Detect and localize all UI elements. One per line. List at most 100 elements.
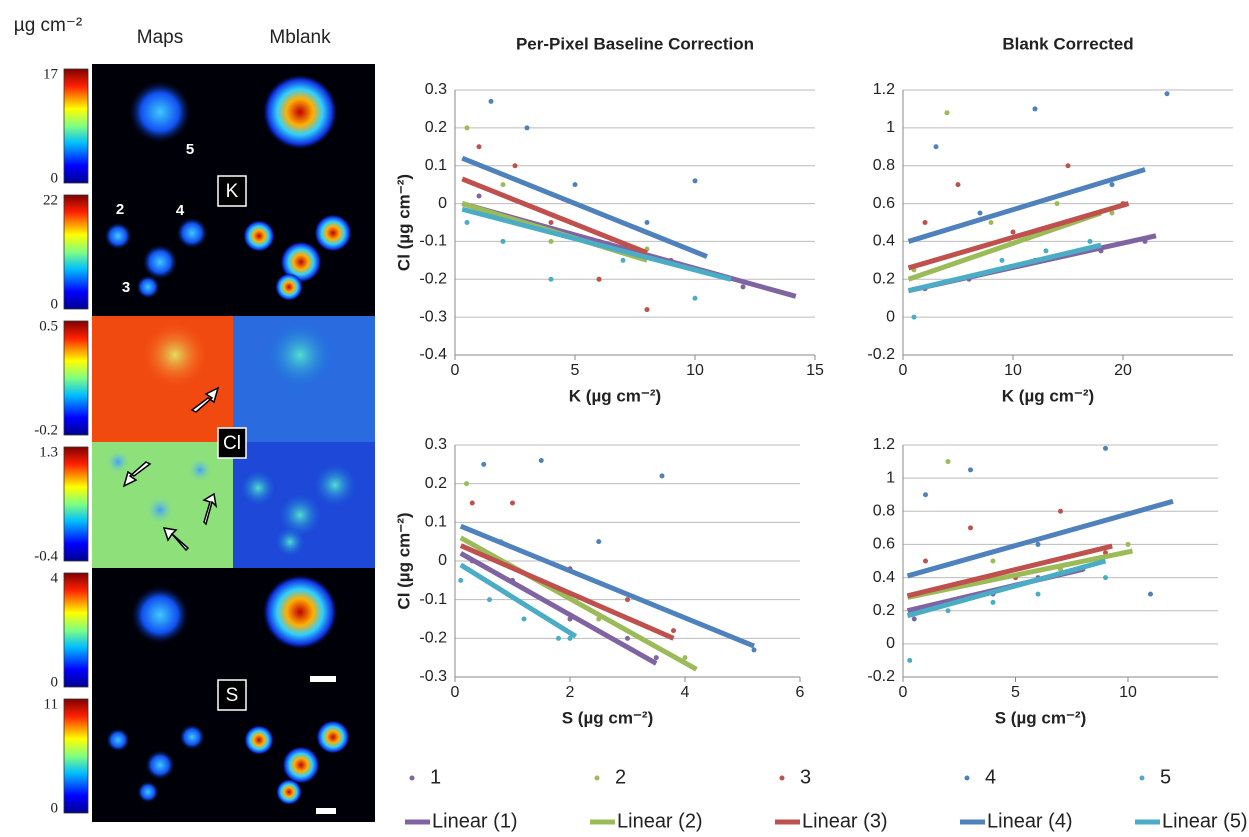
colorbar-max: 1.3	[39, 444, 58, 460]
element-box	[217, 679, 247, 711]
element-label: K	[226, 181, 239, 202]
y-tick-label: 0	[438, 195, 447, 212]
colorbar-min: 0	[51, 170, 59, 186]
colorbar-max: 4	[51, 570, 59, 586]
column-header: Mblank	[269, 27, 331, 48]
x-tick-label: 5	[1011, 684, 1020, 701]
legend-label: Linear (2)	[617, 810, 703, 832]
scatter-point	[524, 125, 530, 131]
x-tick-label: 0	[451, 362, 460, 379]
colorbar-min: -0.4	[34, 548, 58, 564]
colorbar	[63, 572, 89, 688]
column-header: Maps	[137, 27, 183, 48]
legend-marker	[779, 775, 785, 781]
scatter-point	[644, 307, 650, 313]
scatter-point	[1109, 210, 1115, 216]
y-tick-label: 0.1	[425, 157, 447, 174]
legend-label: Linear (3)	[802, 810, 888, 832]
map-blob	[130, 585, 190, 645]
x-tick-label: 0	[899, 362, 908, 379]
cell-label: 3	[122, 279, 130, 296]
y-tick-label: 0.2	[425, 119, 447, 136]
legend-label: Linear (5)	[1162, 810, 1248, 832]
x-tick-label: 4	[681, 684, 690, 701]
scatter-point	[572, 182, 578, 188]
legend-label: 2	[615, 766, 626, 788]
trendline	[459, 543, 675, 641]
map-blob	[128, 80, 192, 144]
map-blobs	[106, 720, 350, 805]
scatter-point	[1164, 91, 1170, 97]
scatter-point	[625, 635, 630, 641]
y-tick-label: 0.2	[873, 602, 895, 619]
scatter-point	[1054, 201, 1060, 207]
scatter-point	[1035, 591, 1041, 597]
scatter-point	[620, 257, 626, 263]
y-tick-label: -0.3	[419, 668, 447, 685]
y-tick-label: 0.4	[873, 569, 895, 586]
scatter-point	[469, 500, 475, 506]
scatter-point	[1103, 575, 1108, 581]
y-tick-label: 0	[886, 308, 895, 325]
scatter-point	[538, 457, 544, 463]
legend-marker	[409, 775, 415, 781]
scatter-point	[977, 210, 983, 216]
scatter-point	[933, 144, 939, 150]
scatter-point	[945, 608, 951, 614]
scatter-point	[1065, 163, 1071, 169]
chart: 0.30.20.10-0.1-0.2-0.30 2 4 6S (µg cm⁻²)Cl …	[394, 436, 804, 727]
y-tick-label: 0.2	[873, 271, 895, 288]
y-tick-label: 1	[886, 119, 895, 136]
scatter-point	[556, 635, 561, 641]
scatter-point	[548, 238, 554, 244]
scatter-point	[476, 193, 482, 199]
scatter-point	[1125, 541, 1131, 547]
colorbar	[63, 698, 89, 814]
y-tick-label: -0.2	[419, 271, 447, 288]
legend-marker	[594, 775, 600, 781]
scatter-point	[990, 558, 996, 564]
scatter-point	[945, 459, 951, 465]
y-tick-label: 1.2	[873, 81, 895, 98]
scatter-point	[1148, 591, 1153, 597]
y-tick-label: 0.6	[873, 195, 895, 212]
y-tick-label: -0.1	[419, 233, 447, 250]
y-tick-label: 0.3	[425, 81, 447, 98]
trendline	[459, 562, 578, 639]
scatter-point	[510, 500, 515, 506]
x-axis-label: S (µg cm⁻²)	[995, 708, 1087, 727]
trendline	[906, 558, 1107, 619]
x-tick-label: 20	[1114, 362, 1132, 379]
cell-label: 5	[186, 141, 194, 158]
x-tick-label: 0	[899, 684, 908, 701]
trendline	[461, 155, 708, 259]
colorbar-min: 0	[51, 674, 59, 690]
y-tick-label: 1	[886, 469, 895, 486]
y-tick-label: -0.2	[867, 668, 895, 685]
x-axis-label: K (µg cm⁻²)	[1002, 386, 1094, 405]
scatter-point	[500, 182, 506, 188]
y-axis-label: Cl (µg cm⁻²)	[394, 512, 413, 609]
map-blob	[262, 74, 338, 150]
legend-label: 3	[800, 766, 811, 788]
y-tick-label: -0.2	[867, 346, 895, 363]
element-box	[217, 175, 247, 207]
colorbar	[63, 194, 89, 310]
scatter-point	[671, 628, 676, 634]
scatter-point	[487, 597, 492, 603]
scatter-point	[990, 599, 996, 605]
scatter-point	[955, 182, 961, 188]
scatter-point	[1010, 229, 1016, 235]
scale-bar	[310, 676, 336, 682]
legend-label: Linear (1)	[432, 810, 518, 832]
y-tick-label: 0	[886, 635, 895, 652]
map-blob	[262, 574, 338, 650]
scatter-point	[1058, 508, 1063, 514]
scatter-point	[1109, 182, 1115, 188]
colorbar-max: 11	[44, 696, 58, 712]
scatter-point	[999, 257, 1005, 263]
scatter-point	[740, 284, 746, 290]
chart: 1.210.80.60.40.20-0.20 5 10S (µg cm⁻²)	[867, 436, 1218, 727]
scatter-point	[692, 295, 698, 301]
